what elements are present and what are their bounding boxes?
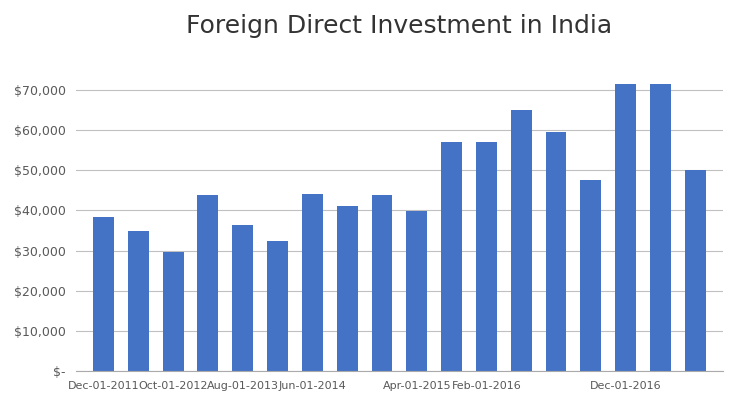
Bar xyxy=(267,241,288,371)
Title: Foreign Direct Investment in India: Foreign Direct Investment in India xyxy=(186,14,612,38)
Bar xyxy=(685,170,706,371)
Bar xyxy=(337,207,357,371)
Bar xyxy=(615,84,636,371)
Bar xyxy=(476,142,497,371)
Bar xyxy=(545,132,567,371)
Bar xyxy=(441,142,462,371)
Bar xyxy=(163,252,184,371)
Bar xyxy=(511,110,531,371)
Bar xyxy=(406,211,427,371)
Bar xyxy=(93,217,114,371)
Bar xyxy=(232,224,253,371)
Bar xyxy=(302,194,323,371)
Bar xyxy=(650,84,671,371)
Bar xyxy=(580,180,601,371)
Bar xyxy=(128,231,149,371)
Bar xyxy=(371,195,392,371)
Bar xyxy=(198,195,218,371)
